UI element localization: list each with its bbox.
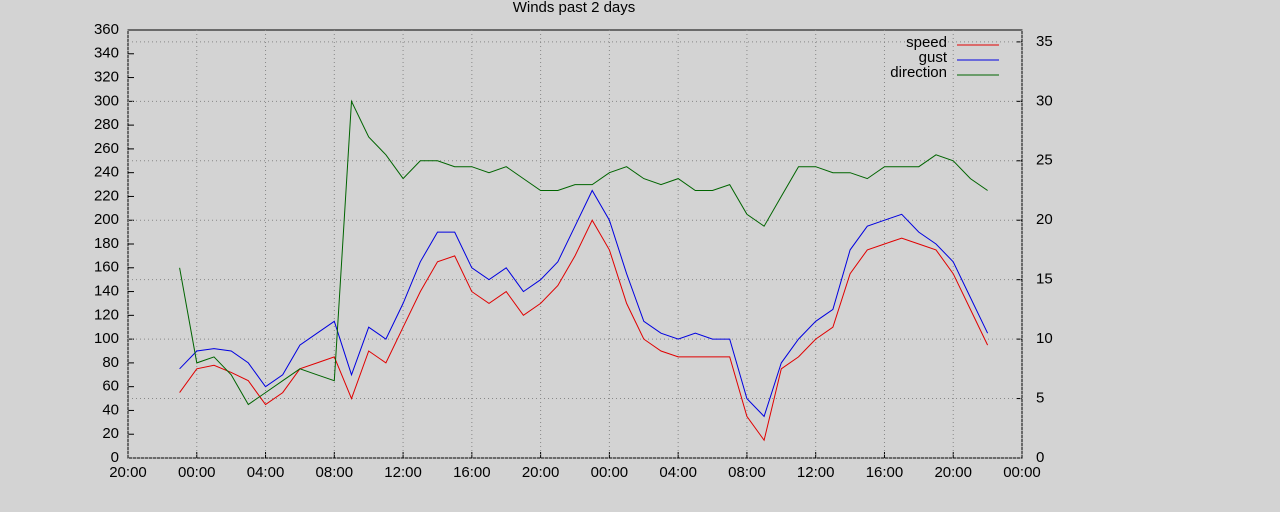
y2-tick-label: 10 <box>1036 330 1053 347</box>
x-tick-label: 20:00 <box>934 464 972 481</box>
series-line <box>179 219 989 442</box>
series-line <box>179 189 989 418</box>
y-tick-label: 100 <box>94 330 119 347</box>
legend-label: gust <box>919 49 948 66</box>
y-tick-label: 320 <box>94 69 119 86</box>
y-tick-label: 260 <box>94 140 119 157</box>
y-tick-label: 360 <box>94 21 119 38</box>
x-tick-label: 12:00 <box>384 464 422 481</box>
x-tick-label: 04:00 <box>659 464 697 481</box>
x-tick-label: 04:00 <box>247 464 285 481</box>
y-tick-label: 200 <box>94 211 119 228</box>
x-tick-label: 16:00 <box>453 464 491 481</box>
y2-tick-label: 30 <box>1036 92 1053 109</box>
x-tick-label: 00:00 <box>178 464 216 481</box>
y-tick-label: 40 <box>102 401 119 418</box>
y2-tick-label: 0 <box>1036 449 1044 466</box>
y-tick-label: 60 <box>102 378 119 395</box>
y-tick-label: 240 <box>94 164 119 181</box>
y-tick-label: 220 <box>94 187 119 204</box>
y2-tick-label: 25 <box>1036 152 1053 169</box>
y-tick-label: 300 <box>94 92 119 109</box>
x-tick-label: 16:00 <box>866 464 904 481</box>
y-tick-label: 0 <box>111 449 119 466</box>
series-line <box>179 99 988 406</box>
y-tick-label: 340 <box>94 45 119 62</box>
y2-tick-label: 5 <box>1036 390 1044 407</box>
x-tick-label: 20:00 <box>522 464 560 481</box>
y2-tick-label: 15 <box>1036 271 1053 288</box>
y-tick-label: 280 <box>94 116 119 133</box>
x-tick-label: 00:00 <box>591 464 629 481</box>
x-tick-label: 08:00 <box>316 464 354 481</box>
y-tick-label: 180 <box>94 235 119 252</box>
x-tick-label: 12:00 <box>797 464 835 481</box>
legend-label: direction <box>890 64 947 81</box>
y-tick-label: 80 <box>102 354 119 371</box>
legend-label: speed <box>906 34 947 51</box>
x-tick-label: 00:00 <box>1003 464 1041 481</box>
y2-tick-label: 35 <box>1036 33 1053 50</box>
y2-tick-label: 20 <box>1036 211 1053 228</box>
x-tick-label: 20:00 <box>109 464 147 481</box>
y-tick-label: 140 <box>94 283 119 300</box>
chart-title: Winds past 2 days <box>513 0 636 16</box>
y-tick-label: 20 <box>102 425 119 442</box>
x-tick-label: 08:00 <box>728 464 766 481</box>
y-tick-label: 160 <box>94 259 119 276</box>
y-tick-label: 120 <box>94 306 119 323</box>
